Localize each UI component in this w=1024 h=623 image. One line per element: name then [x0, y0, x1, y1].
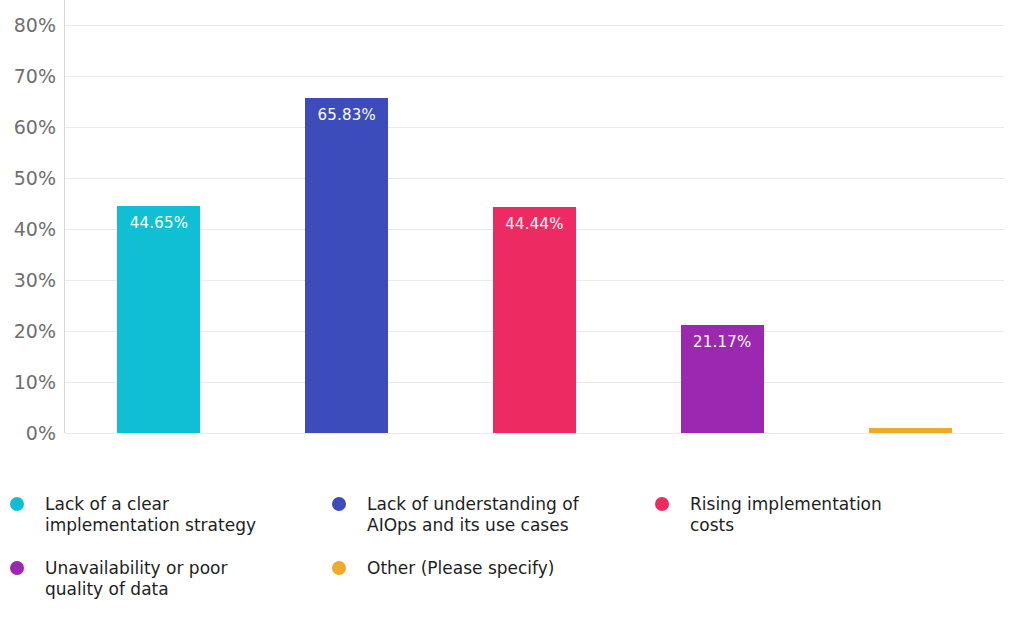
legend-color-dot-icon — [655, 497, 669, 511]
y-axis-tick-label: 40% — [0, 218, 56, 240]
bar-value-label: 21.17% — [681, 333, 764, 351]
gridline — [65, 76, 1004, 77]
chart-legend: Lack of a clearimplementation strategyLa… — [10, 494, 882, 600]
bar: 44.44% — [493, 207, 576, 433]
plot-area: 0% 10% 20% 30% 40% 50% 60% 70% 80% 44.65% 65.83% 44… — [0, 0, 1024, 470]
gridline — [65, 127, 1004, 128]
y-axis-tick-label: 30% — [0, 269, 56, 291]
legend-label-line: costs — [690, 515, 882, 536]
gridline — [65, 178, 1004, 179]
legend-item: Other (Please specify) — [332, 558, 655, 600]
y-axis-tick-label: 50% — [0, 167, 56, 189]
legend-item: Lack of understanding ofAIOps and its us… — [332, 494, 655, 536]
bar-value-label: 44.65% — [117, 214, 200, 232]
legend-item: Lack of a clearimplementation strategy — [10, 494, 332, 536]
legend-label-line: AIOps and its use cases — [367, 515, 579, 536]
y-axis-tick-label: 70% — [0, 65, 56, 87]
legend-item-label: Unavailability or poorquality of data — [45, 558, 227, 600]
legend-label-line: Lack of a clear — [45, 494, 256, 515]
legend-item: Unavailability or poorquality of data — [10, 558, 332, 600]
bar: 65.83% — [305, 98, 388, 433]
y-axis-tick-label: 80% — [0, 14, 56, 36]
legend-color-dot-icon — [332, 561, 346, 575]
legend-item: Rising implementationcosts — [655, 494, 882, 536]
legend-label-line: Unavailability or poor — [45, 558, 227, 579]
legend-label-line: Rising implementation — [690, 494, 882, 515]
y-axis-tick-label: 10% — [0, 371, 56, 393]
bar: 44.65% — [117, 206, 200, 433]
bar: 21.17% — [681, 325, 764, 433]
y-axis-tick-label: 20% — [0, 320, 56, 342]
legend-color-dot-icon — [10, 497, 24, 511]
legend-color-dot-icon — [332, 497, 346, 511]
y-axis-tick-label: 0% — [0, 422, 56, 444]
y-axis-tick-label: 60% — [0, 116, 56, 138]
legend-label-line: quality of data — [45, 579, 227, 600]
gridline — [65, 25, 1004, 26]
y-axis-line — [64, 0, 65, 433]
bar-value-label: 44.44% — [493, 215, 576, 233]
legend-item-label: Lack of a clearimplementation strategy — [45, 494, 256, 536]
survey-bar-chart: 0% 10% 20% 30% 40% 50% 60% 70% 80% 44.65% 65.83% 44… — [0, 0, 1024, 623]
bar-value-label: 65.83% — [305, 106, 388, 124]
legend-item-label: Rising implementationcosts — [690, 494, 882, 536]
legend-item-label: Lack of understanding ofAIOps and its us… — [367, 494, 579, 536]
legend-label-line: implementation strategy — [45, 515, 256, 536]
legend-item-label: Other (Please specify) — [367, 558, 554, 579]
legend-color-dot-icon — [10, 561, 24, 575]
legend-label-line: Other (Please specify) — [367, 558, 554, 579]
legend-label-line: Lack of understanding of — [367, 494, 579, 515]
bar — [869, 428, 952, 433]
